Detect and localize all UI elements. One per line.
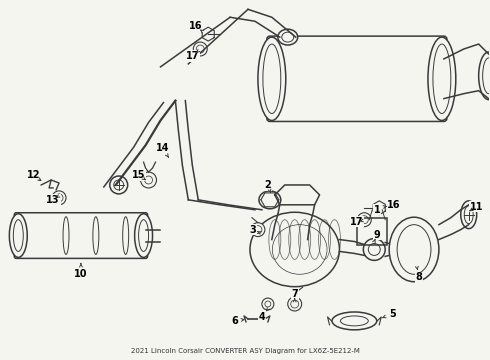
Ellipse shape <box>254 226 262 234</box>
Ellipse shape <box>251 223 265 237</box>
Ellipse shape <box>110 176 128 194</box>
Ellipse shape <box>368 243 380 255</box>
Ellipse shape <box>360 216 368 224</box>
Ellipse shape <box>63 217 69 255</box>
Ellipse shape <box>93 217 99 255</box>
Text: 3: 3 <box>249 225 256 235</box>
Ellipse shape <box>55 194 63 202</box>
Text: 16: 16 <box>189 21 202 31</box>
Text: 9: 9 <box>374 230 381 239</box>
Ellipse shape <box>397 225 431 274</box>
Ellipse shape <box>461 201 477 229</box>
Text: 7: 7 <box>292 289 298 299</box>
Ellipse shape <box>278 29 298 45</box>
Ellipse shape <box>428 37 456 121</box>
Ellipse shape <box>389 217 439 282</box>
Text: 4: 4 <box>259 312 265 322</box>
Ellipse shape <box>9 214 27 257</box>
Ellipse shape <box>141 172 156 188</box>
Ellipse shape <box>363 239 385 260</box>
Ellipse shape <box>13 220 23 251</box>
Text: 2021 Lincoln Corsair CONVERTER ASY Diagram for LX6Z-5E212-M: 2021 Lincoln Corsair CONVERTER ASY Diagr… <box>130 348 360 354</box>
Ellipse shape <box>483 58 490 94</box>
Text: 6: 6 <box>232 316 239 326</box>
Ellipse shape <box>193 42 207 56</box>
Text: 16: 16 <box>388 200 401 210</box>
Ellipse shape <box>291 300 299 308</box>
Ellipse shape <box>262 298 274 310</box>
Text: 1: 1 <box>374 205 381 215</box>
Text: 10: 10 <box>74 269 88 279</box>
Text: 17: 17 <box>350 217 363 227</box>
Ellipse shape <box>479 52 490 100</box>
Text: 5: 5 <box>389 309 395 319</box>
Ellipse shape <box>263 44 281 113</box>
Ellipse shape <box>433 44 451 113</box>
Text: 11: 11 <box>470 202 484 212</box>
Text: 2: 2 <box>265 180 271 190</box>
Ellipse shape <box>122 217 129 255</box>
Ellipse shape <box>114 180 123 190</box>
Text: 12: 12 <box>26 170 40 180</box>
Ellipse shape <box>52 191 66 205</box>
Text: 13: 13 <box>47 195 60 205</box>
Ellipse shape <box>196 45 204 53</box>
Ellipse shape <box>341 316 368 326</box>
Ellipse shape <box>259 191 281 209</box>
Ellipse shape <box>145 176 152 184</box>
Ellipse shape <box>139 220 148 251</box>
Text: 8: 8 <box>416 272 422 282</box>
Ellipse shape <box>464 206 473 224</box>
Ellipse shape <box>357 213 371 227</box>
Bar <box>357 218 387 246</box>
Ellipse shape <box>250 212 340 287</box>
Ellipse shape <box>258 37 286 121</box>
Ellipse shape <box>282 32 294 42</box>
Ellipse shape <box>288 297 302 311</box>
FancyBboxPatch shape <box>14 213 147 258</box>
Text: 17: 17 <box>186 51 199 61</box>
Text: 14: 14 <box>156 143 169 153</box>
Text: 15: 15 <box>132 170 146 180</box>
Ellipse shape <box>265 301 271 307</box>
Ellipse shape <box>135 214 152 257</box>
Ellipse shape <box>332 312 377 330</box>
